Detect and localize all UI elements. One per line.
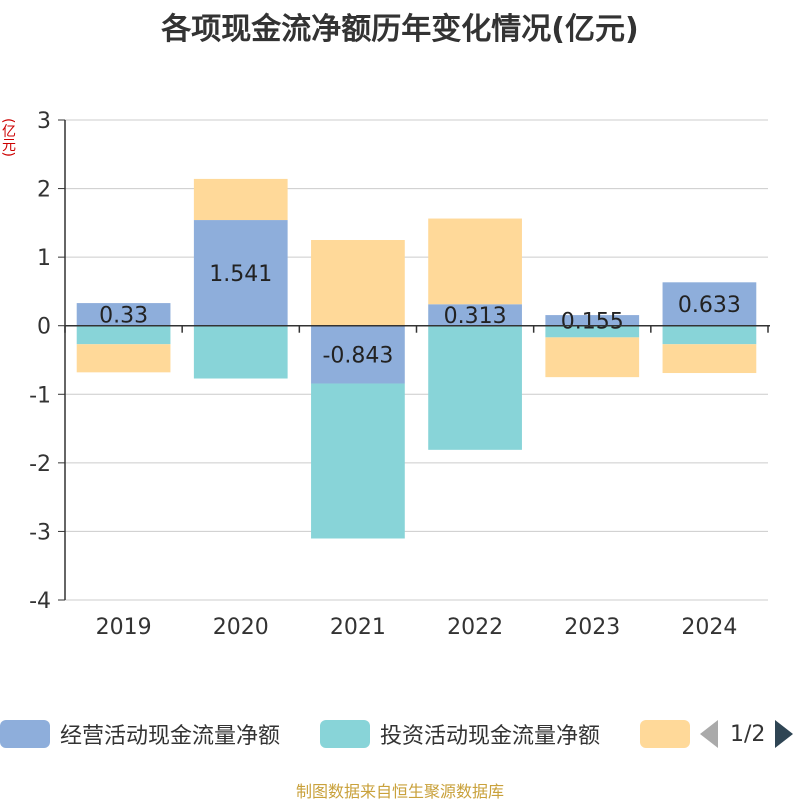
legend-label-investing: 投资活动现金流量净额 xyxy=(380,724,601,749)
y-tick-label: -4 xyxy=(29,589,51,614)
legend-item-investing[interactable]: 投资活动现金流量净额 xyxy=(320,714,600,754)
legend: 经营活动现金流量净额 投资活动现金流量净额 1/2 xyxy=(0,714,800,754)
bar-financing-2024 xyxy=(662,344,757,374)
bar-chart: 3 2 1 0 -1 -2 -3 -4 0.33 1.541 -0.843 0.313 0.155 0.6… xyxy=(29,109,770,640)
bar-financing-2021 xyxy=(311,240,405,326)
data-label-2024: 0.633 xyxy=(678,293,741,318)
bar-investing-2019 xyxy=(76,325,171,345)
y-axis-unit: (亿元) xyxy=(0,118,16,157)
bar-operating-2022 xyxy=(428,304,522,326)
bar-financing-2019 xyxy=(76,344,171,373)
legend-swatch-investing xyxy=(320,720,370,748)
bar-operating-2021 xyxy=(311,325,405,384)
bar-operating-2024 xyxy=(662,282,757,326)
bar-investing-2021 xyxy=(311,383,405,539)
data-label-2021: -0.843 xyxy=(322,344,393,369)
legend-label-operating: 经营活动现金流量净额 xyxy=(60,724,281,749)
bar-financing-2023 xyxy=(545,337,640,378)
x-tick-label-2019: 2019 xyxy=(96,615,152,640)
chart-title: 各项现金流净额历年变化情况(亿元) xyxy=(161,12,639,47)
y-tick-label: -1 xyxy=(29,383,51,408)
data-label-2023: 0.155 xyxy=(561,309,624,334)
legend-next-arrow-icon[interactable] xyxy=(775,720,794,748)
data-source-note: 制图数据来自恒生聚源数据库 xyxy=(295,782,504,801)
data-label-2022: 0.313 xyxy=(444,304,507,329)
bar-investing-2020 xyxy=(193,325,288,379)
bar-investing-2024 xyxy=(662,325,757,345)
legend-swatch-operating xyxy=(0,720,50,748)
x-tick-label-2021: 2021 xyxy=(330,615,386,640)
y-tick-label: -2 xyxy=(29,452,51,477)
data-label-2020: 1.541 xyxy=(209,262,272,287)
x-tick-label-2022: 2022 xyxy=(447,615,503,640)
data-label-2019: 0.33 xyxy=(99,303,148,328)
bar-financing-2022 xyxy=(428,218,522,305)
bar-operating-2019 xyxy=(76,303,171,326)
bar-operating-2020 xyxy=(193,220,288,326)
y-tick-label: 2 xyxy=(37,178,51,203)
bar-investing-2022 xyxy=(428,325,522,450)
y-tick-label: -3 xyxy=(29,520,51,545)
legend-item-financing[interactable] xyxy=(640,714,700,754)
legend-page-indicator: 1/2 xyxy=(730,721,766,747)
x-tick-label-2024: 2024 xyxy=(681,615,737,640)
legend-swatch-financing xyxy=(640,720,690,748)
x-tick-label-2020: 2020 xyxy=(213,615,269,640)
y-tick-label: 0 xyxy=(37,315,51,340)
legend-item-operating[interactable]: 经营活动现金流量净额 xyxy=(0,714,280,754)
y-tick-label: 1 xyxy=(37,246,51,271)
x-tick-label-2023: 2023 xyxy=(564,615,620,640)
bar-operating-2023 xyxy=(545,315,640,326)
bar-financing-2020 xyxy=(193,178,288,221)
y-tick-label: 3 xyxy=(37,109,51,134)
bar-investing-2023 xyxy=(545,325,640,338)
legend-pager: 1/2 xyxy=(700,714,794,754)
legend-prev-arrow-icon[interactable] xyxy=(700,720,718,748)
